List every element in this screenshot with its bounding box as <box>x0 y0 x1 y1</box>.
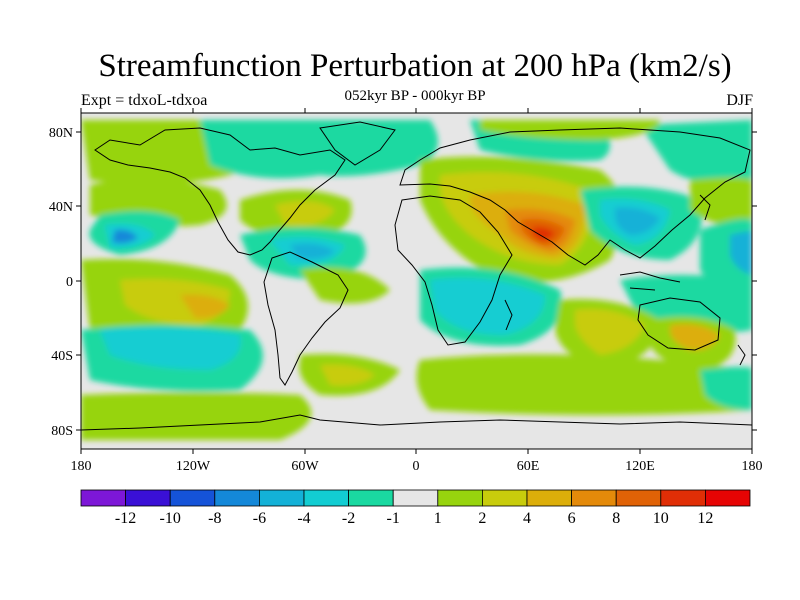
axis-ticks <box>76 108 757 454</box>
field-patch <box>730 231 752 275</box>
coastline-eurasia <box>399 127 751 266</box>
colorbar-swatch <box>660 489 706 507</box>
field-layer <box>81 113 752 449</box>
coastline-japan <box>699 194 711 221</box>
colorbar-label: -12 <box>115 510 136 527</box>
field-patch <box>670 323 720 351</box>
colorbar-swatch <box>80 489 126 507</box>
y-tick-label: 40N <box>49 200 73 215</box>
colorbar-swatch <box>392 489 439 507</box>
colorbar <box>80 489 751 507</box>
colorbar-swatch <box>348 489 394 507</box>
coastline-madagascar <box>504 299 513 331</box>
y-tick-label: 80S <box>51 424 73 439</box>
field-patch <box>430 277 545 335</box>
field-patch <box>575 309 645 355</box>
x-tick-label: 120W <box>176 459 211 474</box>
x-tick-label: 180 <box>71 459 92 474</box>
field-patch <box>320 364 375 386</box>
colorbar-swatch <box>214 489 260 507</box>
colorbar-swatch <box>481 489 528 507</box>
x-tick-label: 0 <box>413 459 420 474</box>
coastline-north-america <box>94 127 346 256</box>
x-tick-label: 60W <box>291 459 319 474</box>
season-label: DJF <box>726 92 753 109</box>
colorbar-swatch <box>526 489 572 507</box>
colorbar-label: 8 <box>612 510 620 527</box>
colorbar-label: -4 <box>297 510 310 527</box>
colorbar-label: 10 <box>653 510 669 527</box>
colorbar-label: -2 <box>342 510 355 527</box>
field-patch <box>100 326 241 370</box>
colorbar-swatch <box>258 489 305 507</box>
chart-title: Streamfunction Perturbation at 200 hPa (… <box>98 48 732 84</box>
colorbar-swatch <box>615 489 662 507</box>
coastline-australia <box>637 297 721 351</box>
colorbar-label: 12 <box>697 510 713 527</box>
coastline-indonesia <box>619 271 681 291</box>
coastlines <box>81 121 752 431</box>
field-patch <box>615 207 660 235</box>
field-patch <box>416 354 752 415</box>
x-tick-label: 60E <box>517 459 540 474</box>
coastline-africa <box>394 195 513 346</box>
field-patch <box>112 229 138 244</box>
coastline-greenland <box>319 121 396 166</box>
colorbar-label: -1 <box>387 510 400 527</box>
field-patch <box>200 120 438 179</box>
field-patch <box>275 201 335 226</box>
field-patch <box>290 243 335 260</box>
colorbar-swatch <box>125 489 171 507</box>
colorbar-swatch <box>705 489 751 507</box>
y-tick-label: 40S <box>51 349 73 364</box>
x-tick-label: 180 <box>742 459 763 474</box>
experiment-label: Expt = tdxoL-tdxoa <box>81 92 208 109</box>
colorbar-label: 4 <box>523 510 531 527</box>
field-patch <box>180 294 230 319</box>
x-tick-label: 120E <box>625 459 655 474</box>
colorbar-labels: -12 -10 -8 -6 -4 -2 -1 1 2 4 6 8 10 12 <box>115 510 713 527</box>
colorbar-label: -10 <box>160 510 181 527</box>
coastline-newzealand <box>737 344 746 366</box>
field-patch <box>81 392 312 440</box>
field-patch <box>532 227 555 241</box>
colorbar-swatch <box>571 489 617 507</box>
field-patch <box>690 177 752 230</box>
colorbar-label: 6 <box>568 510 576 527</box>
field-patch <box>700 366 752 410</box>
colorbar-label: -6 <box>253 510 266 527</box>
coastline-antarctica <box>81 414 752 431</box>
colorbar-label: -8 <box>208 510 221 527</box>
coastline-south-america <box>263 251 349 386</box>
y-tick-label: 80N <box>49 126 73 141</box>
colorbar-swatch <box>303 489 349 507</box>
colorbar-label: 2 <box>478 510 486 527</box>
field-patch <box>640 120 752 184</box>
y-tick-label: 0 <box>66 275 73 290</box>
colorbar-swatch <box>169 489 216 507</box>
chart-subtitle: 052kyr BP - 000kyr BP <box>344 88 486 104</box>
colorbar-swatch <box>437 489 483 507</box>
colorbar-label: 1 <box>434 510 442 527</box>
